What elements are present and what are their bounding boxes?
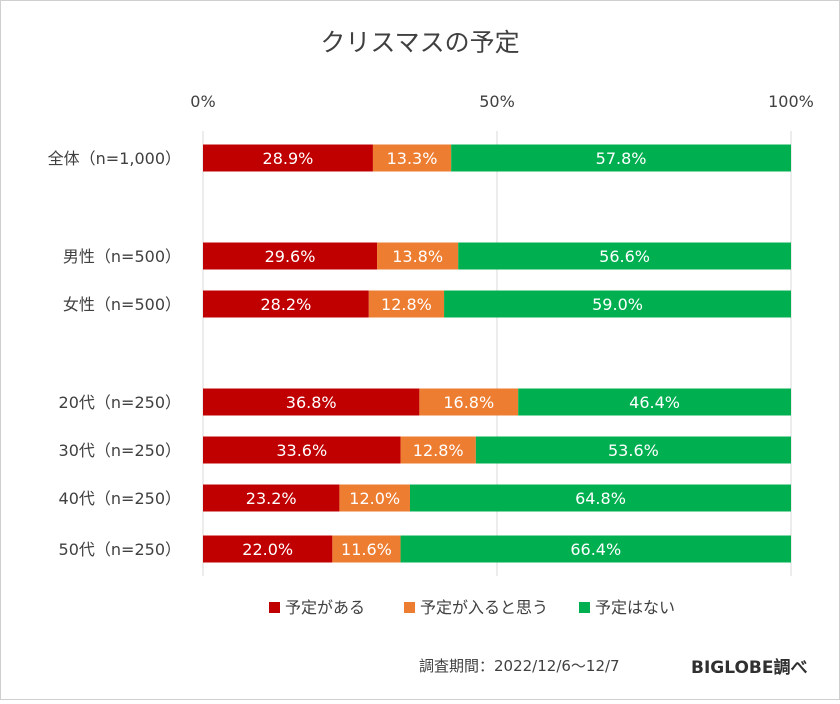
bar-segment-3 xyxy=(518,388,791,416)
data-label: 23.2% xyxy=(246,489,297,508)
bar-segment-3 xyxy=(444,290,791,318)
data-label: 36.8% xyxy=(286,393,337,412)
legend-swatch xyxy=(404,602,415,613)
bar-segment-2 xyxy=(377,242,459,270)
data-label: 16.8% xyxy=(443,393,494,412)
data-label: 57.8% xyxy=(596,149,647,168)
bar-segment-1 xyxy=(203,436,401,464)
bar-segment-1 xyxy=(203,290,369,318)
survey-period: 調査期間：2022/12/6～12/7 xyxy=(419,657,620,675)
data-label: 66.4% xyxy=(570,540,621,559)
category-label: 30代（n=250） xyxy=(59,441,181,460)
data-label: 12.8% xyxy=(413,441,464,460)
category-label: 全体（n=1,000） xyxy=(48,149,181,168)
bar-segment-1 xyxy=(203,484,340,512)
bar-segment-1 xyxy=(203,388,420,416)
bar-segment-2 xyxy=(419,388,519,416)
data-label: 28.2% xyxy=(260,295,311,314)
bar-segment-3 xyxy=(475,436,791,464)
x-tick-label: 50% xyxy=(479,92,515,111)
bar-segment-1 xyxy=(203,242,378,270)
bar-segment-1 xyxy=(203,144,373,172)
data-label: 59.0% xyxy=(592,295,643,314)
data-label: 13.8% xyxy=(392,247,443,266)
data-label: 12.8% xyxy=(381,295,432,314)
bar-segment-3 xyxy=(451,144,791,172)
bar-segment-2 xyxy=(372,144,452,172)
legend-label: 予定がある xyxy=(285,598,365,617)
bar-segment-2 xyxy=(339,484,410,512)
data-label: 29.6% xyxy=(265,247,316,266)
data-label: 33.6% xyxy=(276,441,327,460)
bar-segment-3 xyxy=(409,484,791,512)
legend-label: 予定はない xyxy=(595,598,675,617)
legend-swatch xyxy=(579,602,590,613)
bar-segment-1 xyxy=(203,535,333,563)
data-label: 56.6% xyxy=(599,247,650,266)
data-label: 13.3% xyxy=(387,149,438,168)
data-label: 46.4% xyxy=(629,393,680,412)
legend-swatch xyxy=(269,602,280,613)
x-axis-ticks: 0% 50% 100% xyxy=(190,92,814,111)
x-tick-label: 0% xyxy=(190,92,215,111)
legend: 予定がある 予定が入ると思う 予定はない xyxy=(269,598,675,617)
data-label: 28.9% xyxy=(263,149,314,168)
data-label: 53.6% xyxy=(608,441,659,460)
chart-title: クリスマスの予定 xyxy=(320,28,519,57)
data-label: 12.0% xyxy=(349,489,400,508)
bar-segment-2 xyxy=(368,290,445,318)
data-label: 11.6% xyxy=(341,540,392,559)
data-label: 22.0% xyxy=(242,540,293,559)
category-label: 男性（n=500） xyxy=(63,247,181,266)
source-credit: BIGLOBE調べ xyxy=(691,658,808,678)
category-label: 女性（n=500） xyxy=(63,295,181,314)
x-tick-label: 100% xyxy=(768,92,814,111)
bars: 28.9% 13.3% 57.8% 29.6% 13.8% 56.6% 28.2% 12.8%… xyxy=(203,144,791,563)
category-labels: 全体（n=1,000） 男性（n=500） 女性（n=500） 20代（n=250） 3… xyxy=(48,149,181,559)
category-label: 40代（n=250） xyxy=(59,489,181,508)
bar-segment-3 xyxy=(400,535,791,563)
data-label: 64.8% xyxy=(575,489,626,508)
bar-segment-2 xyxy=(332,535,401,563)
category-label: 50代（n=250） xyxy=(59,540,181,559)
category-label: 20代（n=250） xyxy=(59,393,181,412)
bar-segment-2 xyxy=(400,436,476,464)
legend-label: 予定が入ると思う xyxy=(420,598,548,617)
bar-segment-3 xyxy=(458,242,791,270)
